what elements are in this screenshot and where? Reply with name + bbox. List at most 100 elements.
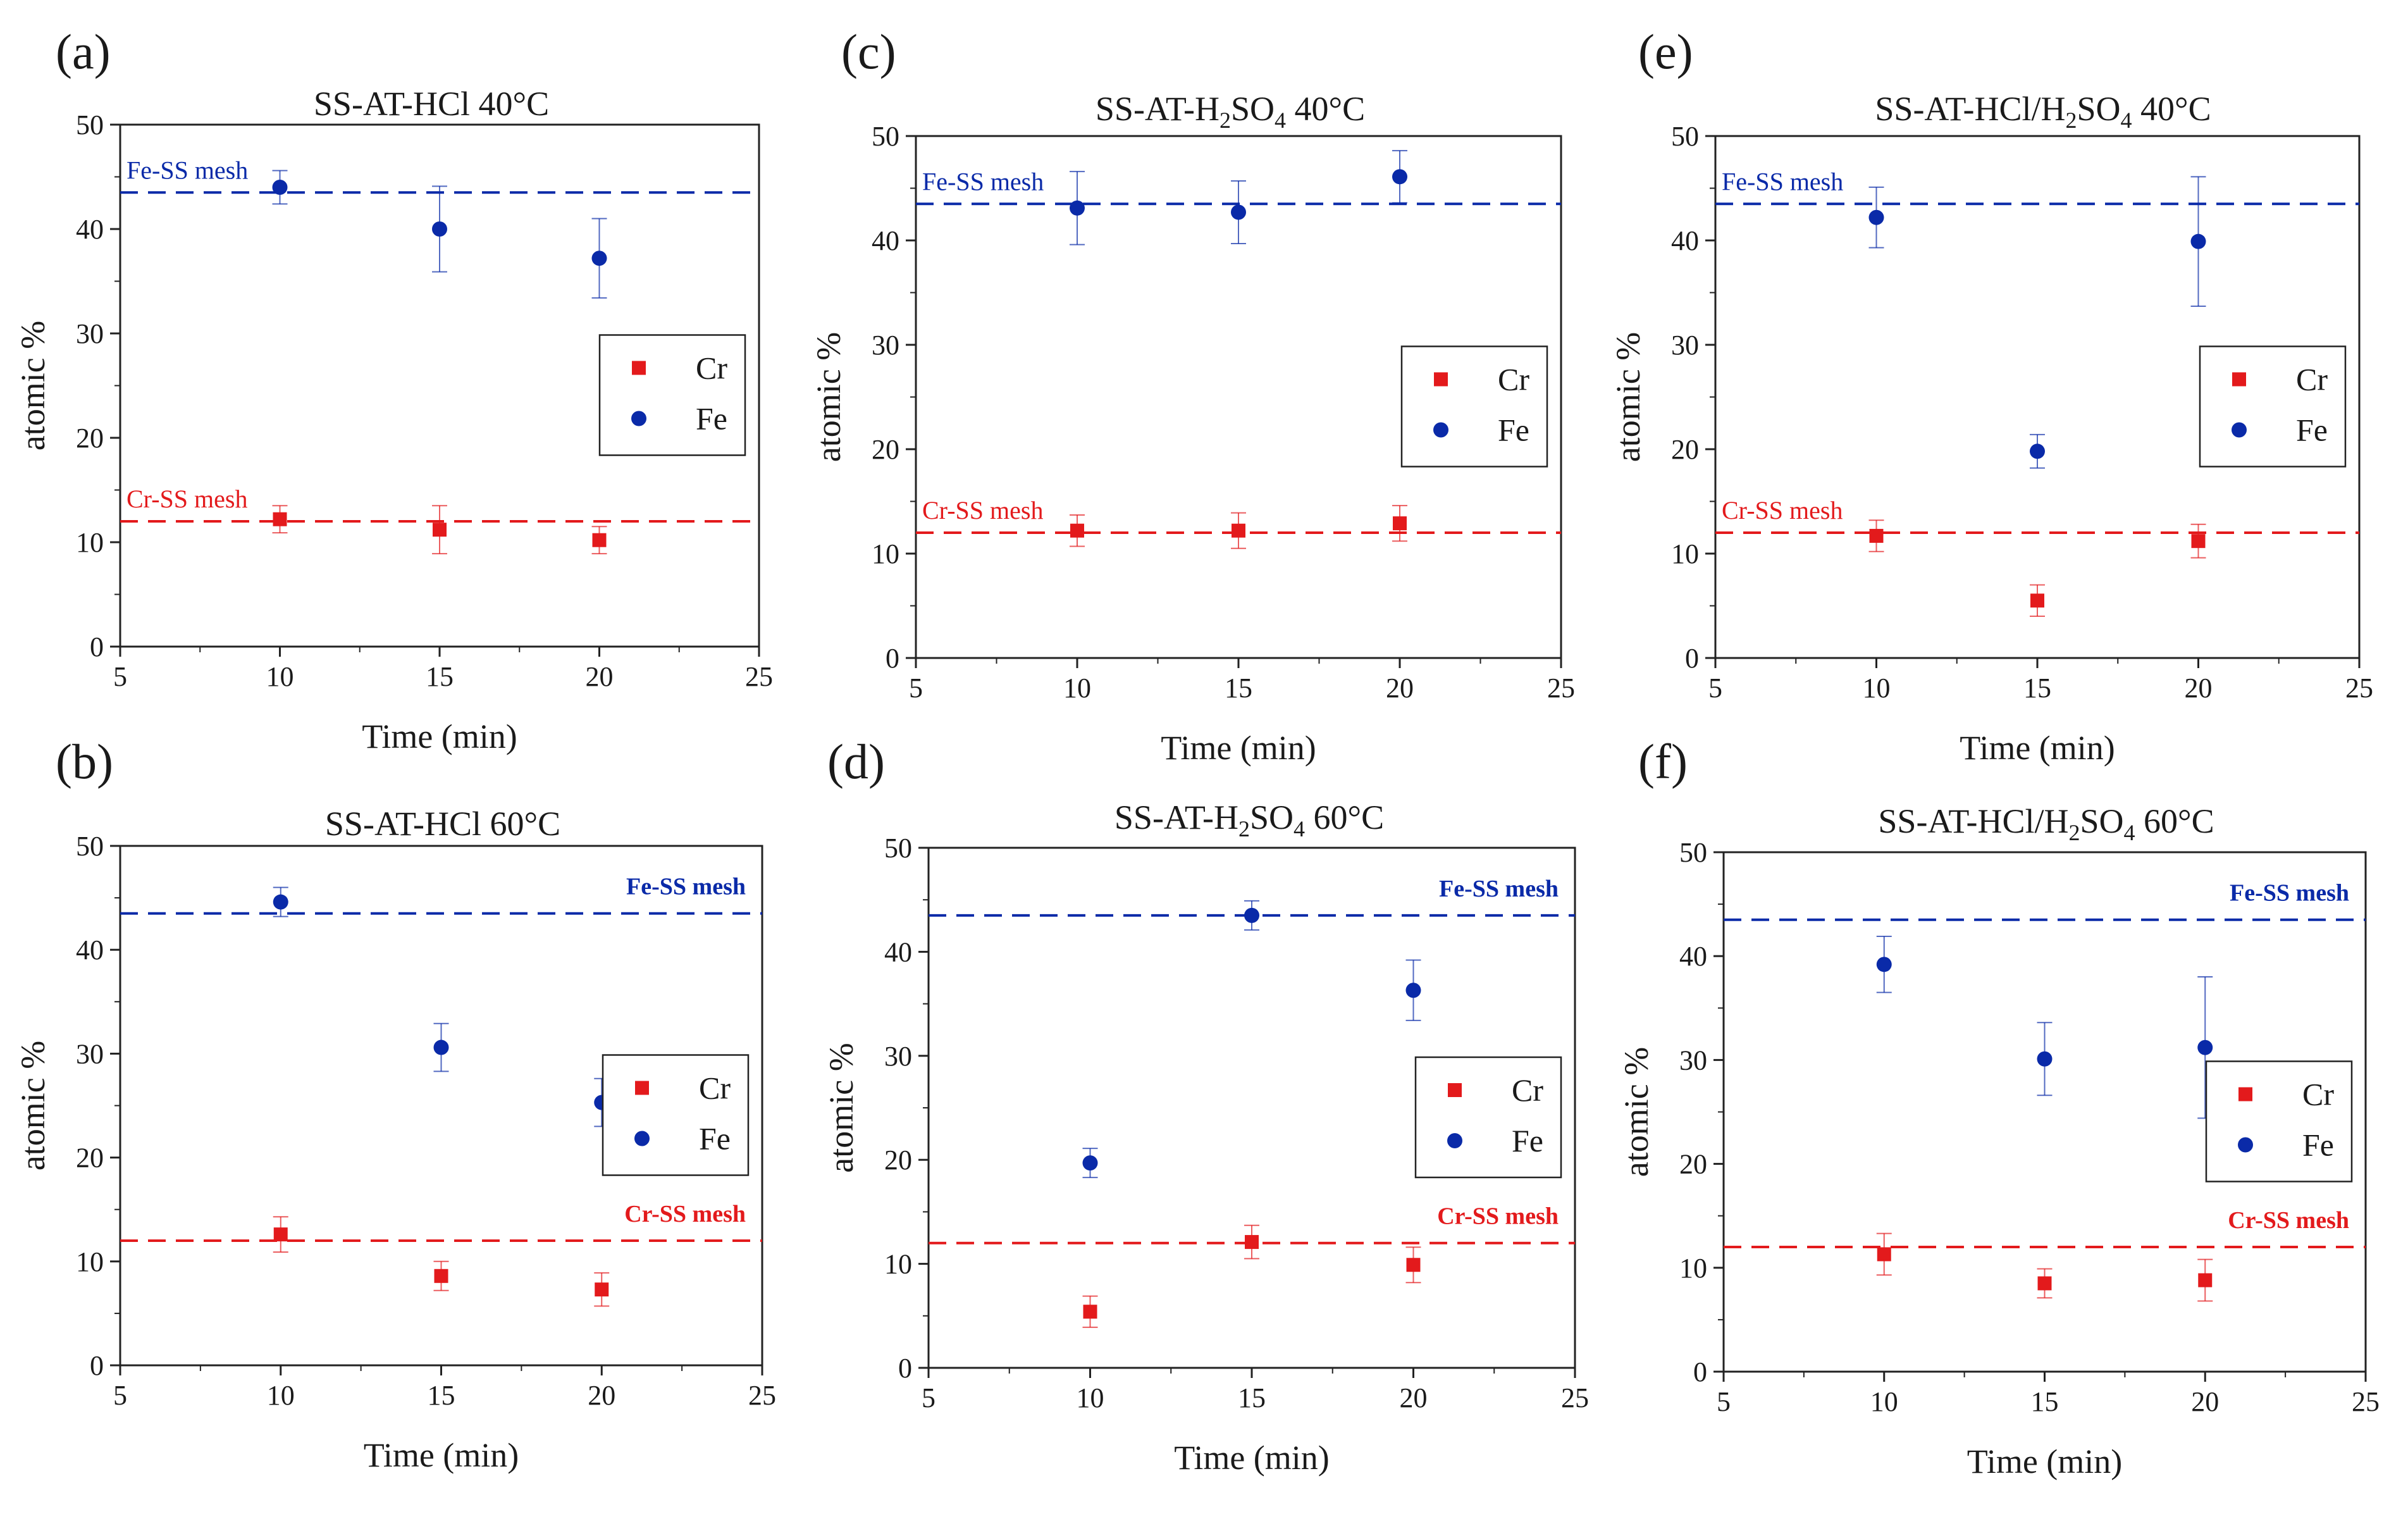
x-tick-label: 15 — [1225, 673, 1252, 704]
chart-title-part: SO — [2077, 90, 2120, 128]
y-tick-label: 0 — [898, 1353, 912, 1384]
x-axis-label: Time (min) — [364, 1436, 519, 1474]
reference-label-fe: Fe-SS mesh — [2230, 880, 2349, 907]
reference-label-cr: Cr-SS mesh — [127, 485, 247, 513]
reference-label-cr: Cr-SS mesh — [624, 1201, 746, 1227]
legend-box — [1400, 345, 1548, 468]
y-tick-label: 30 — [884, 1041, 912, 1072]
x-tick-label: 5 — [113, 661, 127, 692]
y-tick-label: 0 — [1693, 1356, 1707, 1387]
chart-title-subscript: 2 — [1219, 108, 1231, 133]
legend-marker-fe — [1433, 422, 1448, 438]
chart-panel-a: (a) SS-AT-HCl 40°C 5 10 15 20 25 0 10 20 30 40 50 Tim… — [14, 24, 773, 755]
y-tick-label: 10 — [76, 527, 104, 558]
panel-letter: (a) — [56, 24, 111, 79]
y-tick-label: 50 — [1679, 837, 1707, 868]
y-tick-label: 30 — [872, 330, 899, 361]
x-tick-label: 10 — [1077, 1382, 1104, 1413]
data-point-fe — [273, 894, 288, 910]
x-axis-label: Time (min) — [1174, 1439, 1330, 1477]
y-tick-label: 20 — [76, 1143, 104, 1174]
reference-label-fe: Fe-SS mesh — [127, 156, 248, 184]
y-axis-label: atomic % — [14, 321, 52, 450]
data-point-cr — [434, 1269, 448, 1283]
data-point-fe — [272, 180, 288, 195]
data-point-fe — [1876, 957, 1892, 972]
reference-label-cr: Cr-SS mesh — [922, 496, 1043, 524]
chart-title-part: 40°C — [1286, 90, 1365, 128]
legend-box — [602, 1054, 750, 1176]
x-tick-label: 20 — [2185, 673, 2213, 704]
y-tick-label: 20 — [1679, 1149, 1707, 1180]
x-tick-label: 5 — [922, 1382, 935, 1413]
chart-title-subscript: 4 — [2124, 820, 2135, 845]
data-point-cr — [273, 512, 287, 526]
data-point-cr — [2198, 1273, 2213, 1288]
y-tick-label: 10 — [76, 1246, 104, 1277]
data-point-cr — [595, 1282, 609, 1297]
legend-marker-fe — [1447, 1133, 1462, 1148]
data-point-cr — [1232, 523, 1245, 538]
y-tick-label: 10 — [884, 1249, 912, 1280]
data-point-cr — [2191, 534, 2206, 549]
reference-label-cr: Cr-SS mesh — [1437, 1203, 1559, 1230]
chart-panel-f: (f)SS-AT-HCl/H2SO4 60°C5 10 15 20 2501020304… — [1617, 734, 2380, 1480]
y-tick-label: 20 — [1671, 434, 1699, 465]
y-tick-label: 0 — [90, 631, 104, 662]
chart-title-main: SS-AT-HCl 60°C — [325, 805, 560, 843]
data-point-fe — [1405, 983, 1421, 998]
chart-title: SS-AT-H2SO4 60°C — [1114, 798, 1384, 841]
data-point-fe — [1070, 200, 1085, 216]
chart-title-main: SS-AT-H — [1114, 798, 1238, 836]
legend: Cr Fe — [598, 334, 746, 456]
data-point-cr — [1245, 1235, 1259, 1250]
y-tick-label: 40 — [76, 934, 104, 965]
chart-title: SS-AT-HCl 40°C — [314, 85, 549, 123]
legend-box — [2199, 345, 2347, 468]
y-axis-label: atomic % — [1617, 1047, 1655, 1177]
legend: Cr Fe — [2205, 1060, 2353, 1182]
y-tick-label: 50 — [76, 109, 104, 140]
panel-letter: (f) — [1638, 734, 1688, 789]
legend-box — [598, 334, 746, 456]
chart-panel-d: (d) SS-AT-H2SO4 60°C 5 10 15 20 25 0 10 20 30 40 50 T… — [822, 734, 1589, 1477]
x-tick-label: 15 — [2031, 1386, 2059, 1417]
data-point-cr — [1406, 1258, 1421, 1272]
legend-label-cr: Cr — [2302, 1077, 2334, 1112]
legend: Cr Fe — [1400, 345, 1548, 468]
x-tick-label: 20 — [1400, 1382, 1428, 1413]
legend-label-fe: Fe — [1512, 1123, 1543, 1158]
x-tick-label: 10 — [1870, 1386, 1898, 1417]
y-tick-label: 40 — [1671, 225, 1699, 256]
legend: Cr Fe — [602, 1054, 750, 1176]
chart-title: SS-AT-HCl/H2SO4 60°C — [1878, 802, 2214, 845]
legend-label-fe: Fe — [2296, 413, 2328, 448]
y-tick-label: 20 — [872, 434, 899, 465]
x-tick-label: 5 — [1708, 673, 1722, 704]
x-tick-label: 25 — [2345, 673, 2373, 704]
reference-label-fe: Fe-SS mesh — [1722, 167, 1843, 195]
data-point-cr — [1070, 523, 1084, 538]
x-tick-label: 15 — [2023, 673, 2051, 704]
legend-box — [1414, 1056, 1562, 1179]
legend: Cr Fe — [2199, 345, 2347, 468]
y-tick-label: 10 — [872, 538, 899, 569]
data-point-fe — [1231, 204, 1246, 220]
x-tick-label: 20 — [586, 661, 614, 692]
legend-marker-cr — [635, 1081, 649, 1095]
data-point-fe — [2037, 1051, 2053, 1067]
x-tick-label: 25 — [1561, 1382, 1589, 1413]
data-point-fe — [1868, 209, 1884, 225]
chart-title-subscript: 4 — [2121, 108, 2132, 133]
chart-title-part: 40°C — [2132, 90, 2211, 128]
x-tick-label: 10 — [1863, 673, 1891, 704]
y-tick-label: 40 — [76, 214, 104, 245]
chart-title-part: 60°C — [2135, 802, 2214, 840]
y-tick-label: 50 — [872, 121, 899, 152]
data-point-fe — [2030, 444, 2045, 459]
y-axis-label: atomic % — [14, 1041, 52, 1170]
chart-title-subscript: 2 — [2065, 108, 2077, 133]
data-point-fe — [1392, 169, 1407, 185]
legend-marker-fe — [631, 411, 646, 426]
